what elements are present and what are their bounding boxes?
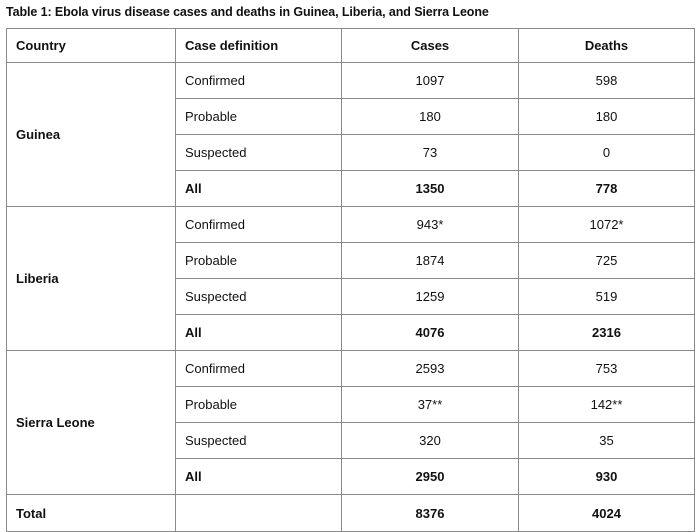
country-guinea: Guinea xyxy=(6,62,176,207)
case-definition-cell: Suspected xyxy=(175,134,342,171)
case-definition-cell: Suspected xyxy=(175,278,342,315)
total-label: Total xyxy=(6,494,176,532)
case-definition-cell: Confirmed xyxy=(175,206,342,243)
deaths-cell: 0 xyxy=(518,134,695,171)
case-definition-cell: Probable xyxy=(175,386,342,423)
table-row: Liberia Confirmed 943* 1072* xyxy=(6,206,695,351)
table-row-total: Total 8376 4024 xyxy=(6,494,695,532)
cases-cell: 37** xyxy=(341,386,519,423)
table-row: Probable 1874 725 xyxy=(7,242,695,279)
header-country: Country xyxy=(6,28,176,63)
deaths-cell: 598 xyxy=(518,62,695,99)
cases-cell: 73 xyxy=(341,134,519,171)
country-liberia: Liberia xyxy=(6,206,176,351)
table-row-subtotal: All 1350 778 xyxy=(7,170,695,207)
deaths-cell: 180 xyxy=(518,98,695,135)
table-row: Sierra Leone Confirmed 2593 753 xyxy=(6,350,695,495)
case-definition-cell xyxy=(175,494,342,532)
cases-cell: 1259 xyxy=(341,278,519,315)
table-row: Suspected 73 0 xyxy=(7,134,695,171)
header-row: Country Case definition Cases Deaths xyxy=(6,28,695,63)
header-case-definition: Case definition xyxy=(175,28,342,63)
table-row-subtotal: All 4076 2316 xyxy=(7,314,695,351)
case-definition-cell: Probable xyxy=(175,98,342,135)
case-definition-cell: Confirmed xyxy=(175,350,342,387)
case-definition-cell: All xyxy=(175,458,342,495)
cases-cell: 320 xyxy=(341,422,519,459)
cases-cell: 943* xyxy=(341,206,519,243)
deaths-cell: 2316 xyxy=(518,314,695,351)
cases-cell: 180 xyxy=(341,98,519,135)
case-definition-cell: All xyxy=(175,170,342,207)
case-definition-cell: Suspected xyxy=(175,422,342,459)
cases-cell: 4076 xyxy=(341,314,519,351)
deaths-cell: 142** xyxy=(518,386,695,423)
header-cases: Cases xyxy=(341,28,519,63)
cases-cell: 2950 xyxy=(341,458,519,495)
cases-cell: 1874 xyxy=(341,242,519,279)
deaths-cell: 1072* xyxy=(518,206,695,243)
table-row: Guinea Confirmed 1097 598 xyxy=(6,62,695,207)
deaths-cell: 519 xyxy=(518,278,695,315)
deaths-cell: 35 xyxy=(518,422,695,459)
deaths-cell: 778 xyxy=(518,170,695,207)
deaths-cell: 725 xyxy=(518,242,695,279)
deaths-cell: 753 xyxy=(518,350,695,387)
table-caption: Table 1: Ebola virus disease cases and d… xyxy=(6,5,489,19)
header-deaths: Deaths xyxy=(518,28,695,63)
case-definition-cell: Confirmed xyxy=(175,62,342,99)
country-sierra-leone: Sierra Leone xyxy=(6,350,176,495)
cases-cell: 1097 xyxy=(341,62,519,99)
ebola-cases-table: Country Case definition Cases Deaths Gui… xyxy=(6,28,695,532)
case-definition-cell: All xyxy=(175,314,342,351)
case-definition-cell: Probable xyxy=(175,242,342,279)
cases-cell: 2593 xyxy=(341,350,519,387)
cases-cell: 1350 xyxy=(341,170,519,207)
table-row: Probable 180 180 xyxy=(7,98,695,135)
deaths-cell: 930 xyxy=(518,458,695,495)
deaths-cell: 4024 xyxy=(518,494,695,532)
cases-cell: 8376 xyxy=(341,494,519,532)
